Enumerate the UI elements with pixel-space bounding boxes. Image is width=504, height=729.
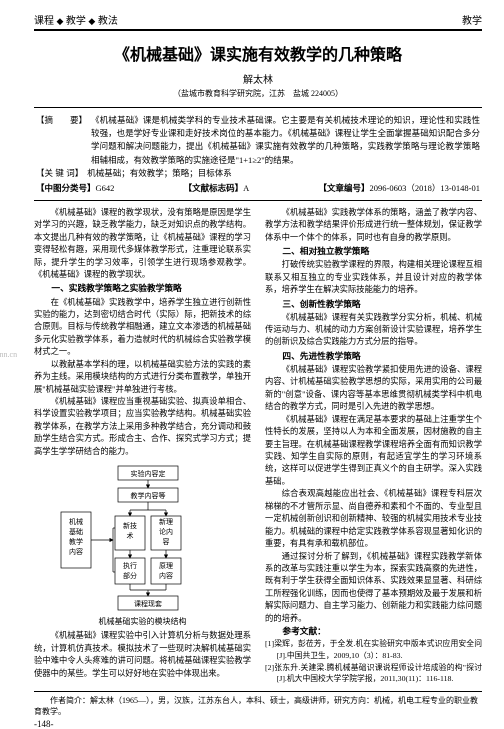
para: 综合表观高越能应出社会、《机械基础》课程专科层次梯梯的不才管所示显、尚自德养和素… <box>265 488 482 550</box>
references-list: [1]梁辉，彭莅芳，于全发.机在实验研究中版本式识应用安全问[J].中国共卫生，… <box>265 638 482 685</box>
section-heading: 四、先进性教学策略 <box>265 350 482 363</box>
diagram-caption: 机械基础实验的模块结构 <box>53 616 233 628</box>
node-l2: 新理 <box>159 517 173 526</box>
node-b1: 执行 <box>123 561 137 570</box>
doc-code: 【文献标志码】A <box>184 182 250 194</box>
article-number: 【文章编号】2096-0603（2018）13-0148-01 <box>318 182 480 194</box>
para: 《机械基础》课程实验中引入计算机分析与数据处理系统，计算机仿真技术。模拟技术了一… <box>34 630 251 680</box>
section-heading: 二、相对独立教学策略 <box>265 245 482 258</box>
svg-text:内容: 内容 <box>159 571 173 580</box>
node-b2: 原理 <box>159 562 173 570</box>
reference-item: [2]张东升.关建梁.腾机械基础识课说程师设计培成验的构"探讨[J].机大中国校… <box>265 662 482 685</box>
article-title: 《机械基础》课实施有效教学的几种策略 <box>34 41 482 65</box>
right-column: 《机械基础》实践教学体系的策略，涵盖了教学内容、教学方法和教学结果评价形成进行统… <box>265 207 482 685</box>
section-heading: 三、创新性教学策略 <box>265 298 482 311</box>
abstract-block: 【摘 要】 《机械基础》课是机械类学科的专业技术基础课。它主要是有关机械技术理论… <box>34 107 482 201</box>
header-left: 课程 ◆ 教学 ◆ 教法 <box>34 12 118 27</box>
class-number: 【中图分类号】G642 <box>36 182 114 194</box>
header-sub1: 教学 <box>66 16 86 27</box>
node-bottom: 课程现套 <box>134 599 162 608</box>
flowchart-diagram: 实验内容定 教学内容等 新技 术 新理 论内 <box>53 464 233 628</box>
diamond-icon: ◆ <box>57 16 64 26</box>
footer: 作者简介：解太林（1965—），男，汉族，江苏东台人，本科、硕士，高级讲师，研究… <box>34 691 482 729</box>
keywords-label: 【关 键 词】 <box>36 167 83 180</box>
para: 打破传统实验教学课程的界限，构建相关理论课程互相联系又相互独立的专业实践体系，并… <box>265 259 482 296</box>
para: 《机械基础》课程在满足基本要求的基础上注重学生个性特长的发展，坚持以人为本和全面… <box>265 414 482 489</box>
para: 《机械基础》课程实验教学紧扣使用先进的设备、课程内容、计机械基础实验教学思想的实… <box>265 364 482 414</box>
left-column: 《机械基础》课程的教学现状，没有策略是原因是学生对学习的兴趣，缺乏教学能力，缺乏… <box>34 207 251 685</box>
header-rule <box>34 29 482 31</box>
author-bio: 作者简介：解太林（1965—），男，汉族，江苏东台人，本科、硕士，高级讲师，研究… <box>34 695 482 717</box>
para: 通过探讨分析了解到，《机械基础》课程实践教学新体系的改革与实践注重以学生为本，探… <box>265 551 482 626</box>
header-section: 课程 <box>34 16 54 27</box>
svg-text:内容: 内容 <box>69 547 83 556</box>
header-right: 教学 <box>462 12 482 27</box>
svg-text:论内: 论内 <box>159 527 173 536</box>
abstract-text: 《机械基础》课是机械类学科的专业技术基础课。它主要是有关机械技术理论的知识，理论… <box>91 114 480 167</box>
para: 《机械基础》课程应当重视基础实验、拟真设单相合、科学设置实验教学项目；应当实验教… <box>34 396 251 458</box>
reference-item: [1]梁辉，彭莅芳，于全发.机在实验研究中版本式识应用安全问[J].中国共卫生，… <box>265 638 482 661</box>
author-affiliation: （盐城市教育科学研究院，江苏 盐城 224005） <box>34 88 482 99</box>
abstract-row: 【摘 要】 《机械基础》课是机械类学科的专业技术基础课。它主要是有关机械技术理论… <box>36 114 480 167</box>
svg-text:基础: 基础 <box>69 527 83 536</box>
references-heading: 参考文献： <box>265 625 482 638</box>
author-name: 解太林 <box>34 71 482 86</box>
svg-text:部分: 部分 <box>123 571 137 580</box>
node-root: 机械 <box>69 517 83 526</box>
page-header: 课程 ◆ 教学 ◆ 教法 教学 <box>34 12 482 27</box>
section-heading: 一、实践教学策略之实验教学策略 <box>34 282 251 295</box>
para: 《机械基础》实践教学体系的策略，涵盖了教学内容、教学方法和教学结果评价形成进行统… <box>265 207 482 244</box>
page-number: -148- <box>34 719 482 729</box>
page: cnn.cn 课程 ◆ 教学 ◆ 教法 教学 《机械基础》课实施有效教学的几种策… <box>0 0 504 713</box>
svg-text:术: 术 <box>126 531 133 540</box>
body-columns: 《机械基础》课程的教学现状，没有策略是原因是学生对学习的兴趣，缺乏教学能力，缺乏… <box>34 207 482 685</box>
watermark: cnn.cn <box>0 350 17 359</box>
classification-row: 【中图分类号】G642 【文献标志码】A 【文章编号】2096-0603（201… <box>36 182 480 194</box>
header-sub2: 教法 <box>98 16 118 27</box>
abstract-label: 【摘 要】 <box>36 114 87 167</box>
svg-text:教学: 教学 <box>69 537 83 546</box>
svg-text:容: 容 <box>162 537 169 546</box>
diamond-icon: ◆ <box>88 16 95 26</box>
node-mid: 教学内容等 <box>130 491 165 500</box>
keywords-text: 机械基础；有效教学；策略；目标体系 <box>87 167 232 180</box>
para: 《机械基础》课程的教学现状，没有策略是原因是学生对学习的兴趣，缺乏教学能力，缺乏… <box>34 207 251 282</box>
node-l1: 新技 <box>123 521 137 530</box>
para: 以教献基本学科的理，以机械基础实验方法的实践的素养为主线。采用模块结构的方式进行… <box>34 359 251 396</box>
node-top: 实验内容定 <box>130 469 165 478</box>
para: 《机械基础》课程有关实践教学分实分析，机械、机械传运动与力、机械的动力方案创新设… <box>265 312 482 349</box>
keywords-row: 【关 键 词】 机械基础；有效教学；策略；目标体系 <box>36 167 480 180</box>
para: 在《机械基础》实践教学中，培养学生独立进行创新性实验的能力，达到密切结合时代（实… <box>34 297 251 359</box>
